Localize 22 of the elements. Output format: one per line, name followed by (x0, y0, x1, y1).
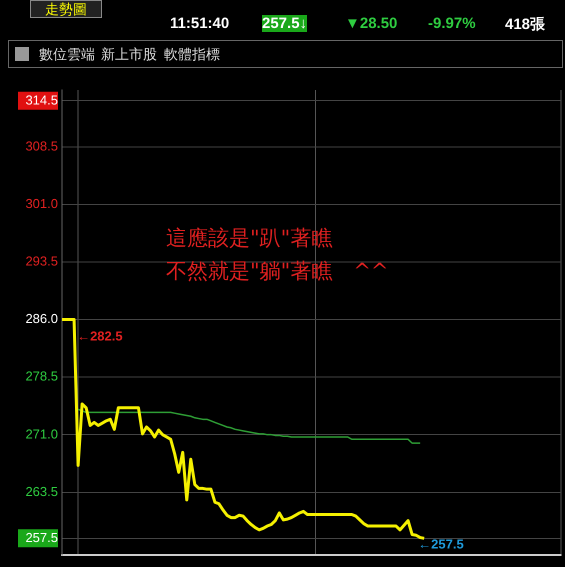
text: 軟體指標 (164, 46, 220, 64)
y-tick-label: 286.0 (25, 311, 58, 326)
y-tick-label: 308.5 (25, 138, 58, 154)
y-tick-label: 314.5 (25, 92, 58, 108)
y-tick-label: 263.5 (25, 484, 58, 499)
annotation: 不然就是"躺"著瞧 ^^ (166, 259, 389, 283)
text: 257.5↓ (262, 15, 308, 32)
text: 數位雲端 (39, 46, 95, 64)
annotation: ←282.5 (77, 328, 123, 344)
text: ▼28.50 (345, 15, 398, 32)
text: 11:51:40 (170, 15, 230, 32)
annotation: 這應該是"趴"著瞧 (166, 226, 332, 250)
text: 418張 (505, 15, 546, 34)
y-tick-label: 301.0 (25, 196, 58, 211)
y-tick-label: 293.5 (25, 254, 58, 269)
annotation: ←257.5 (418, 536, 464, 552)
y-tick-label: 278.5 (25, 368, 58, 384)
text: 新上市股 (101, 46, 157, 64)
y-tick-label: 271.0 (25, 426, 58, 442)
chart-title: 走勢圖 (30, 0, 102, 18)
text: -9.97% (428, 15, 476, 32)
y-tick-label: 257.5 (25, 530, 58, 545)
